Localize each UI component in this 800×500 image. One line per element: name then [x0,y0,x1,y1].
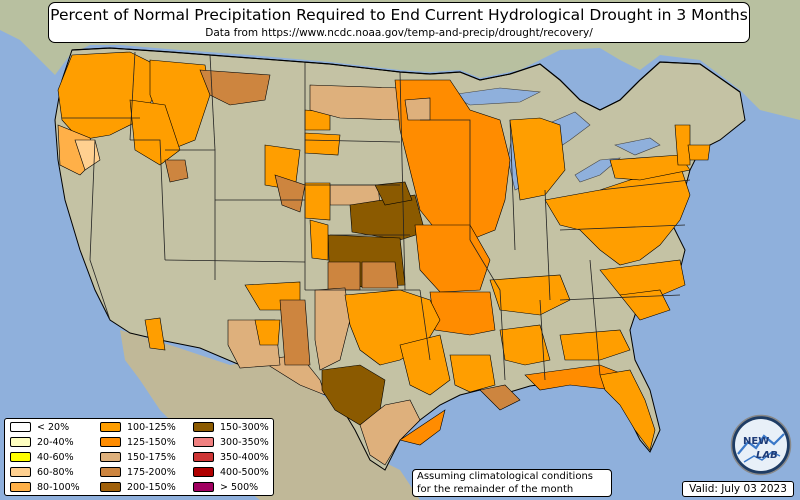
legend-swatch [100,451,121,462]
legend-item: 175-200% [100,466,176,479]
legend-label: 200-150% [127,482,176,493]
valid-date: Valid: July 03 2023 [682,481,794,497]
legend-item: 40-60% [10,451,74,464]
legend-label: 150-300% [220,422,269,433]
legend-item: 150-175% [100,451,176,464]
legend-swatch [193,466,214,477]
legend-swatch [100,436,121,447]
legend-swatch [193,481,214,492]
svg-text:LAB: LAB [756,450,778,461]
legend-item: 350-400% [193,451,269,464]
legend-item: 100-125% [100,421,176,434]
legend-item: 60-80% [10,466,74,479]
legend-item: 400-500% [193,466,269,479]
state-borders [62,51,691,381]
legend-item: 125-150% [100,436,176,449]
legend-label: > 500% [220,482,259,493]
title-box: Percent of Normal Precipitation Required… [48,2,750,43]
legend-label: 400-500% [220,467,269,478]
legend-label: 100-125% [127,422,176,433]
legend-item: 150-300% [193,421,269,434]
legend-swatch [193,451,214,462]
note-line-1: Assuming climatological conditions [417,471,593,482]
legend-swatch [100,466,121,477]
legend-label: 175-200% [127,467,176,478]
legend-swatch [10,436,31,447]
legend-swatch [10,481,31,492]
legend-swatch [100,481,121,492]
drought-regions [57,51,711,466]
map-title: Percent of Normal Precipitation Required… [50,6,748,24]
legend-swatch [193,421,214,432]
legend-item: < 20% [10,421,69,434]
legend-item: 80-100% [10,481,80,494]
legend-item: > 500% [193,481,258,494]
mexico-land [120,330,420,500]
legend-label: 300-350% [220,437,269,448]
note-line-2: for the remainder of the month [417,483,574,495]
legend-item: 300-350% [193,436,269,449]
legend-label: 350-400% [220,452,269,463]
legend-label: 60-80% [37,467,74,478]
legend-swatch [100,421,121,432]
map-subtitle: Data from https://www.ncdc.noaa.gov/temp… [205,27,593,39]
svg-text:NEW: NEW [743,436,769,447]
legend-item: 200-150% [100,481,176,494]
legend-label: 80-100% [37,482,80,493]
legend-item: 20-40% [10,436,74,449]
legend-swatch [10,451,31,462]
us-canada-border [71,47,741,111]
legend-label: 125-150% [127,437,176,448]
legend-label: < 20% [37,422,70,433]
legend-label: 40-60% [37,452,74,463]
legend-swatch [193,436,214,447]
legend-label: 150-175% [127,452,176,463]
legend-swatch [10,466,31,477]
lab-logo-icon: NEW LAB [730,414,792,476]
legend: < 20% 20-40% 40-60% 60-80% 80-100% 100-125% 12… [4,418,274,496]
legend-swatch [10,421,31,432]
assumption-note: Assuming climatological conditions for t… [412,469,612,497]
legend-label: 20-40% [37,437,74,448]
